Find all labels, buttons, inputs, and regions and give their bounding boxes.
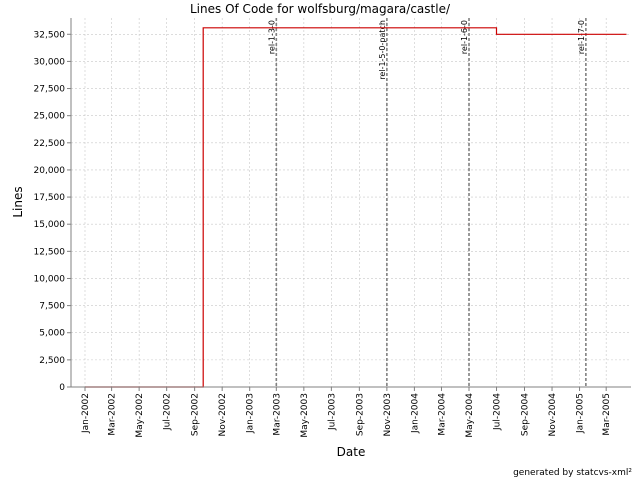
y-tick-label: 20,000 [34, 166, 66, 176]
x-tick-label: Mar-2005 [602, 393, 612, 436]
y-tick-label: 5,000 [39, 329, 65, 339]
release-marker-label: rel-1-3-0 [267, 20, 276, 54]
y-tick-label: 22,500 [34, 139, 66, 149]
x-tick-label: Mar-2002 [108, 393, 118, 436]
x-tick-label: May-2003 [300, 393, 310, 438]
chart-title: Lines Of Code for wolfsburg/magara/castl… [190, 2, 451, 16]
x-tick-label: Jul-2003 [327, 393, 337, 431]
y-tick-label: 2,500 [39, 356, 65, 366]
x-tick-label: Nov-2003 [383, 393, 393, 436]
x-tick-label: May-2004 [465, 393, 475, 438]
y-tick-label: 12,500 [34, 247, 66, 257]
x-tick-label: Jan-2002 [81, 393, 91, 434]
x-tick-label: Jan-2005 [576, 393, 586, 434]
x-tick-label: Mar-2003 [272, 393, 282, 436]
x-axis-label: Date [337, 445, 366, 459]
y-tick-label: 10,000 [34, 274, 66, 284]
y-tick-label: 17,500 [34, 193, 66, 203]
footer-credit: generated by statcvs-xml² [513, 468, 632, 478]
release-marker-label: rel-1-5-0-patch [378, 20, 387, 80]
release-marker-label: rel-1-6-0 [460, 20, 469, 54]
x-tick-label: Nov-2002 [218, 393, 228, 436]
x-tick-label: Mar-2004 [437, 393, 447, 436]
y-axis-label: Lines [11, 186, 25, 217]
y-tick-label: 25,000 [34, 112, 66, 122]
y-tick-label: 0 [59, 383, 65, 393]
plot-area [71, 18, 631, 387]
x-tick-label: May-2002 [135, 393, 145, 438]
x-tick-label: Sep-2002 [191, 393, 201, 436]
axes [70, 18, 631, 388]
y-tick-label: 7,500 [39, 302, 65, 312]
x-tick-label: Jul-2002 [163, 393, 173, 431]
release-markers: rel-1-3-0 rel-1-5-0-patch rel-1-6-0 rel-1-7… [267, 18, 587, 387]
y-tick-label: 15,000 [34, 220, 66, 230]
y-tick-label: 30,000 [34, 57, 66, 67]
release-marker-label: rel-1-7-0 [577, 20, 586, 54]
x-tick-label: Sep-2004 [521, 393, 531, 436]
x-tick-label: Jan-2003 [246, 393, 256, 434]
y-tick-labels: 0 2,500 5,000 7,500 10,000 12,500 15,000 17,500… [34, 30, 71, 393]
y-tick-label: 27,500 [34, 85, 66, 95]
x-tick-label: Jul-2004 [493, 393, 503, 431]
x-tick-labels: Jan-2002 Mar-2002 May-2002 Jul-2002 Sep-2002… [81, 387, 612, 438]
x-tick-label: Jan-2004 [410, 393, 420, 434]
y-tick-label: 32,500 [34, 30, 66, 40]
x-tick-label: Sep-2003 [355, 393, 365, 436]
x-tick-label: Nov-2004 [548, 393, 558, 437]
